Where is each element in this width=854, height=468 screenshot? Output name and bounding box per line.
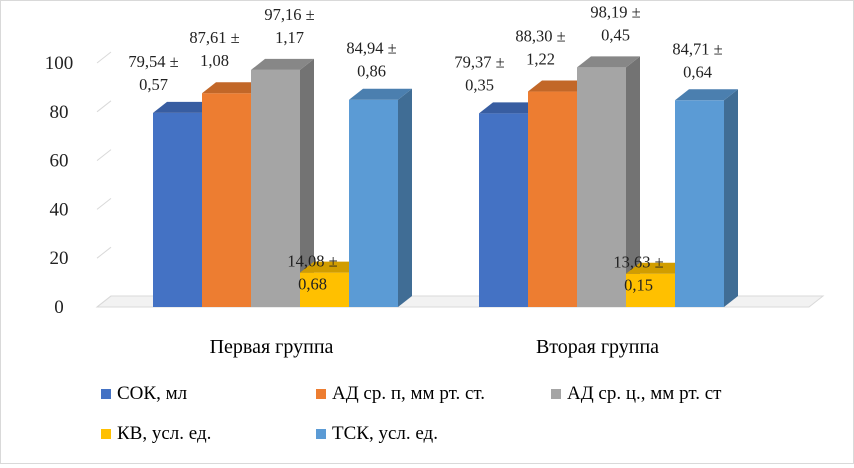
bar-top bbox=[626, 262, 689, 274]
bar-front bbox=[479, 113, 528, 308]
y-tick-label: 20 bbox=[50, 248, 69, 269]
category-label: Вторая группа bbox=[536, 336, 659, 358]
data-label: 14,08 ±0,68 bbox=[287, 252, 337, 294]
y-tick-mark bbox=[96, 149, 112, 161]
bar-top bbox=[479, 102, 542, 114]
bar-side bbox=[626, 56, 640, 308]
bar-front bbox=[300, 272, 349, 307]
bar bbox=[349, 88, 412, 307]
y-tick-mark bbox=[96, 295, 112, 308]
data-label: 84,71 ±0,64 bbox=[672, 39, 722, 81]
bar-side bbox=[300, 58, 314, 308]
bar-front bbox=[675, 100, 724, 307]
y-tick-label: 80 bbox=[50, 102, 69, 123]
y-tick-mark bbox=[96, 246, 112, 259]
bar bbox=[251, 58, 314, 308]
y-tick-mark bbox=[96, 198, 112, 210]
legend-label: СОК, мл bbox=[117, 383, 188, 404]
bar-top bbox=[202, 82, 265, 94]
legend: СОК, мл АД ср. п, мм рт. ст. АД ср. ц., мм… bbox=[101, 383, 722, 444]
data-label: 79,37 ±0,35 bbox=[454, 52, 504, 94]
legend-swatch bbox=[101, 389, 111, 399]
category-label: Первая группа bbox=[210, 336, 334, 358]
bar bbox=[626, 262, 689, 307]
y-axis-ticks: 0 20 40 60 80 100 bbox=[45, 51, 112, 318]
y-tick-label: 60 bbox=[50, 151, 69, 172]
y-tick-label: 40 bbox=[50, 199, 69, 220]
bar-front bbox=[251, 69, 300, 308]
bar bbox=[675, 89, 738, 307]
legend-swatch bbox=[316, 429, 326, 439]
legend-item: СОК, мл bbox=[101, 383, 188, 404]
legend-swatch bbox=[316, 389, 326, 399]
legend-swatch bbox=[101, 429, 111, 439]
bar-top bbox=[528, 80, 591, 92]
data-label: 88,30 ±1,22 bbox=[515, 27, 565, 69]
data-label: 84,94 ±0,86 bbox=[346, 39, 396, 81]
bar bbox=[577, 56, 640, 308]
legend-label: АД ср. ц., мм рт. ст bbox=[567, 383, 722, 404]
bar-top bbox=[251, 58, 314, 70]
bar-front bbox=[153, 112, 202, 308]
data-label: 13,63 ±0,15 bbox=[613, 253, 663, 295]
legend-item: АД ср. ц., мм рт. ст bbox=[551, 383, 722, 404]
legend-item: ТСК, усл. ед. bbox=[316, 423, 438, 444]
legend-item: АД ср. п, мм рт. ст. bbox=[316, 383, 485, 404]
legend-item: КВ, усл. ед. bbox=[101, 423, 211, 444]
legend-label: КВ, усл. ед. bbox=[117, 423, 211, 444]
data-label: 87,61 ±1,08 bbox=[189, 28, 239, 70]
bar-top bbox=[300, 261, 363, 273]
bar-side bbox=[398, 88, 412, 307]
bar-front bbox=[202, 93, 251, 307]
data-label: 98,19 ±0,45 bbox=[590, 2, 640, 44]
legend-label: АД ср. п, мм рт. ст. bbox=[332, 383, 485, 404]
y-tick-label: 0 bbox=[54, 297, 64, 318]
bar-front bbox=[528, 91, 577, 307]
bar bbox=[528, 80, 591, 307]
bar-front bbox=[577, 67, 626, 307]
data-label: 97,16 ±1,17 bbox=[264, 5, 314, 47]
data-labels: 79,54 ±0,57 87,61 ±1,08 97,16 ±1,17 14,08 ±… bbox=[128, 2, 722, 294]
bar-front bbox=[626, 273, 675, 307]
bar-side bbox=[724, 89, 738, 307]
y-tick-label: 100 bbox=[45, 53, 74, 74]
legend-swatch bbox=[551, 389, 561, 399]
bar-top bbox=[675, 89, 738, 101]
bar-top bbox=[577, 56, 640, 68]
y-tick-mark bbox=[96, 100, 112, 113]
bar-top bbox=[153, 101, 216, 113]
x-axis-categories: Первая группа Вторая группа bbox=[210, 336, 660, 358]
bar-top bbox=[349, 88, 412, 100]
data-label: 79,54 ±0,57 bbox=[128, 52, 178, 94]
y-tick-mark bbox=[96, 51, 112, 64]
bar-front bbox=[349, 99, 398, 307]
legend-label: ТСК, усл. ед. bbox=[332, 423, 438, 444]
chart-bars bbox=[153, 56, 738, 308]
